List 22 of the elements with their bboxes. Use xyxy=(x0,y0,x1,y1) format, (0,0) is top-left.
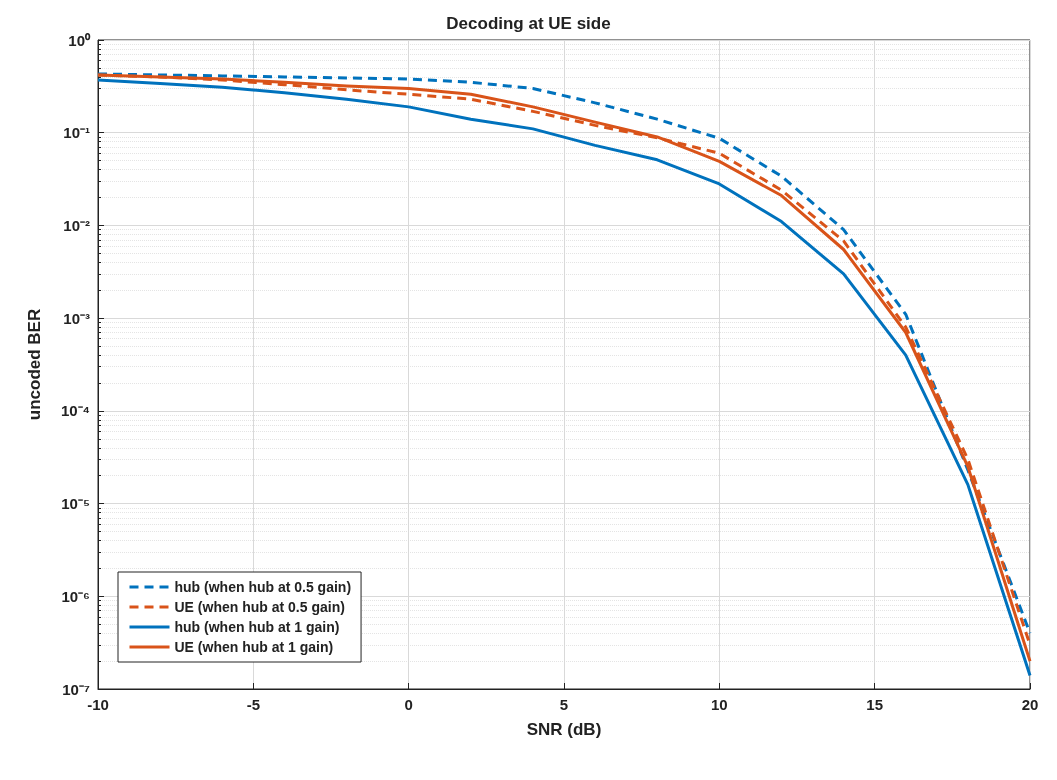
y-tick-label: 10⁻⁵ xyxy=(61,495,90,513)
x-tick-label: 0 xyxy=(404,696,413,713)
y-axis-title: uncoded BER xyxy=(25,308,44,421)
y-tick-label: 10⁰ xyxy=(68,31,91,49)
y-tick-label: 10⁻³ xyxy=(63,309,90,327)
legend-label: hub (when hub at 0.5 gain) xyxy=(174,579,352,595)
y-tick-label: 10⁻⁴ xyxy=(60,402,90,420)
x-tick-label: -5 xyxy=(246,696,261,713)
x-axis-title: SNR (dB) xyxy=(526,720,602,739)
y-tick-label: 10⁻² xyxy=(63,216,90,234)
y-tick-label: 10⁻⁷ xyxy=(62,680,90,698)
legend-label: UE (when hub at 1 gain) xyxy=(174,639,334,655)
y-tick-label: 10⁻⁶ xyxy=(61,587,90,605)
x-tick-label: 5 xyxy=(559,696,569,713)
x-tick-label: -10 xyxy=(87,696,109,713)
x-tick-label: 20 xyxy=(1021,696,1039,713)
legend-label: hub (when hub at 1 gain) xyxy=(174,619,340,635)
legend-label: UE (when hub at 0.5 gain) xyxy=(174,599,345,615)
x-tick-label: 15 xyxy=(866,696,884,713)
chart-title: Decoding at UE side xyxy=(446,14,611,33)
x-tick-label: 10 xyxy=(710,696,728,713)
y-tick-label: 10⁻¹ xyxy=(63,124,90,142)
